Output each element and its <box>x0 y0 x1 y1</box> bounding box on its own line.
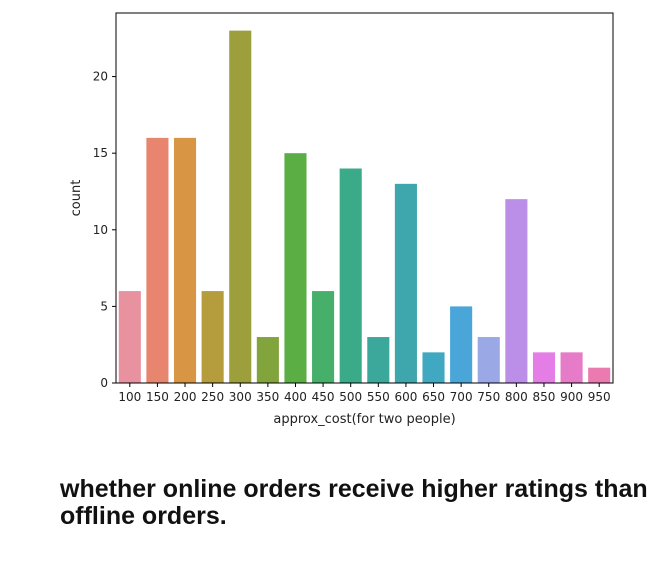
bar-900 <box>560 352 583 383</box>
x-tick-label: 650 <box>422 390 445 404</box>
x-axis-label: approx_cost(for two people) <box>273 412 455 427</box>
bar-400 <box>284 153 307 383</box>
x-tick-label: 800 <box>505 390 528 404</box>
x-tick-label: 400 <box>284 390 307 404</box>
y-tick-label: 5 <box>100 299 108 313</box>
bar-450 <box>312 291 335 383</box>
bar-500 <box>339 168 362 383</box>
x-tick-label: 350 <box>256 390 279 404</box>
x-tick-label: 850 <box>533 390 556 404</box>
x-tick-label: 900 <box>560 390 583 404</box>
bar-800 <box>505 199 528 383</box>
x-tick-label: 250 <box>201 390 224 404</box>
x-tick-label: 150 <box>146 390 169 404</box>
y-tick-label: 0 <box>100 376 108 390</box>
x-tick-label: 200 <box>174 390 197 404</box>
x-axis: 100 150 200 250 300 350 400 450 500 550 600 650 700 7… <box>118 383 611 404</box>
bars <box>118 30 611 383</box>
y-axis: 0 5 10 15 20 <box>93 70 116 390</box>
x-tick-label: 950 <box>588 390 611 404</box>
x-tick-label: 500 <box>339 390 362 404</box>
bar-300 <box>229 30 252 383</box>
bar-950 <box>588 367 611 383</box>
bar-700 <box>450 306 473 383</box>
caption-text: whether online orders receive higher rat… <box>60 475 648 530</box>
bar-850 <box>532 352 556 383</box>
x-tick-label: 600 <box>394 390 417 404</box>
plot-frame <box>115 12 614 384</box>
bar-200 <box>173 137 197 383</box>
bar-650 <box>422 352 445 383</box>
bar-100 <box>118 291 141 383</box>
x-tick-label: 750 <box>477 390 500 404</box>
x-tick-label: 700 <box>450 390 473 404</box>
y-tick-label: 10 <box>93 223 108 237</box>
bar-350 <box>256 337 279 383</box>
y-tick-label: 15 <box>93 146 108 160</box>
y-axis-label: count <box>69 180 84 217</box>
y-tick-label: 20 <box>93 70 108 84</box>
bar-250 <box>201 291 224 383</box>
x-tick-label: 450 <box>312 390 335 404</box>
x-tick-label: 300 <box>229 390 252 404</box>
x-tick-label: 100 <box>118 390 141 404</box>
bar-600 <box>394 183 417 383</box>
bar-150 <box>146 137 169 383</box>
bar-550 <box>367 337 390 383</box>
bar-chart: 0 5 10 15 20 100 150 200 250 300 350 400 450 500 550 6… <box>69 12 614 427</box>
x-tick-label: 550 <box>367 390 390 404</box>
bar-750 <box>477 337 500 383</box>
